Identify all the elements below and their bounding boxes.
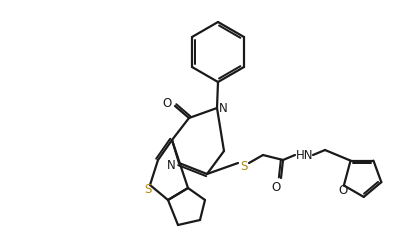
- Text: S: S: [240, 159, 248, 173]
- Text: O: O: [338, 184, 347, 197]
- Text: O: O: [162, 96, 172, 110]
- Text: O: O: [271, 181, 281, 193]
- Text: HN: HN: [296, 148, 314, 162]
- Text: S: S: [144, 182, 152, 196]
- Text: N: N: [167, 158, 176, 172]
- Text: N: N: [219, 102, 227, 114]
